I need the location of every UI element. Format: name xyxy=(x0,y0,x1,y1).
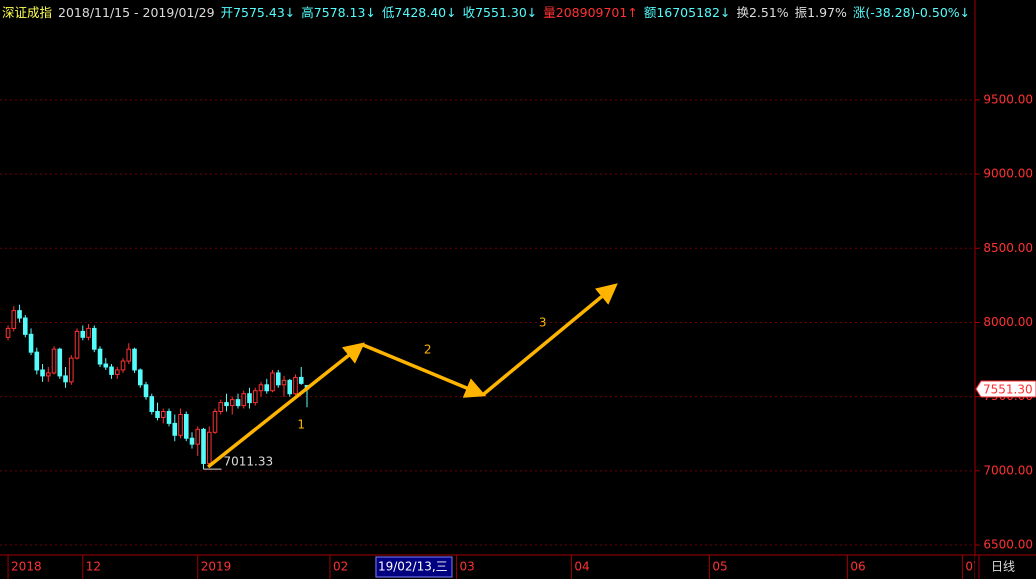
candle-body xyxy=(45,372,51,377)
period-box xyxy=(975,556,1036,579)
candle-body xyxy=(11,310,17,329)
header-item: 换2.51% xyxy=(736,5,789,20)
candle-body xyxy=(17,310,22,319)
arrow-label: 2 xyxy=(424,342,432,356)
candle-body xyxy=(298,376,304,384)
x-tick-label: 2018 xyxy=(11,560,42,574)
period-label: 日线 xyxy=(991,560,1015,574)
header-item: 量208909701↑ xyxy=(543,5,638,20)
candle-body xyxy=(5,327,11,338)
candle-body xyxy=(68,357,74,383)
candle-body xyxy=(160,411,166,418)
x-tick-label: 03 xyxy=(459,560,474,574)
candle-body xyxy=(149,396,155,413)
candle-body xyxy=(91,327,97,350)
candle-body xyxy=(229,399,235,407)
candle-body xyxy=(28,333,34,353)
candle-body xyxy=(281,379,287,386)
header-item: 涨(-38.28)-0.50%↓ xyxy=(852,5,971,20)
candle-body xyxy=(74,330,80,359)
y-tick-label: 6500.00 xyxy=(983,538,1033,552)
candle-body xyxy=(247,393,252,404)
x-tick-label: 12 xyxy=(86,560,101,574)
candle-body xyxy=(34,351,40,371)
candle-body xyxy=(264,384,270,392)
y-tick-label: 8000.00 xyxy=(983,315,1033,329)
candle-body xyxy=(40,369,45,377)
header-item: 低7428.40↓ xyxy=(381,5,457,20)
header-item: 开7575.43↓ xyxy=(220,5,296,20)
x-tick-label: 2019 xyxy=(201,560,232,574)
candle-body xyxy=(86,327,91,338)
candle-body xyxy=(155,411,160,418)
arrow-label: 3 xyxy=(539,316,547,330)
candle-body xyxy=(212,411,218,433)
candle-body xyxy=(143,384,149,398)
candle-body xyxy=(270,372,275,392)
header-item: 高7578.13↓ xyxy=(301,5,376,20)
last-price-label: 7551.30 xyxy=(983,383,1033,397)
header-item: 额16705182↓ xyxy=(643,5,731,20)
last-price-tag xyxy=(975,380,1036,398)
y-tick-label: 9000.00 xyxy=(983,167,1033,181)
candle-body xyxy=(206,431,212,464)
candle-body xyxy=(63,375,68,383)
arrow xyxy=(207,342,365,469)
x-tick-label: 04 xyxy=(574,560,589,574)
arrow xyxy=(481,283,618,397)
candle-body xyxy=(178,413,183,436)
candle-body xyxy=(241,393,247,407)
arrow xyxy=(361,342,487,398)
candle-body xyxy=(252,390,258,404)
candle-body xyxy=(120,360,126,371)
header-item: 收7551.30↓ xyxy=(462,5,538,20)
candle-body xyxy=(80,330,86,338)
candle-body xyxy=(218,402,224,413)
candle-body xyxy=(201,428,206,464)
candle-body xyxy=(189,437,195,445)
candle-body xyxy=(114,369,120,375)
header-item: 2018/11/15 - 2019/01/29 xyxy=(58,5,215,20)
candle-body xyxy=(293,376,298,395)
candle-body xyxy=(183,413,189,439)
arrow-label: 1 xyxy=(297,417,305,431)
x-tick-label: 06 xyxy=(850,560,865,574)
candle-body xyxy=(224,402,229,407)
y-tick-label: 8500.00 xyxy=(983,241,1033,255)
x-tick-label: 02 xyxy=(333,560,348,574)
x-tick-label: 05 xyxy=(712,560,727,574)
cursor-label: 19/02/13,三 xyxy=(378,560,448,574)
candle-body xyxy=(109,366,114,375)
candle-body xyxy=(235,399,241,407)
candle-body xyxy=(103,363,109,368)
header-item: 振1.97% xyxy=(794,5,847,20)
candle-body xyxy=(51,348,57,374)
y-tick-label: 9500.00 xyxy=(983,92,1033,106)
candle-body xyxy=(166,411,172,424)
candle-body xyxy=(275,372,281,386)
candle-body xyxy=(126,348,132,362)
candle-body xyxy=(97,348,103,365)
y-tick-label: 7000.00 xyxy=(983,463,1033,477)
candle-body xyxy=(258,384,264,392)
low-label: 7011.33 xyxy=(224,455,274,469)
candle-body xyxy=(22,317,28,335)
header: 深证成指 2018/11/15 - 2019/01/29 开7575.43↓ 高757… xyxy=(2,2,976,21)
candle-body xyxy=(57,348,63,377)
candle-body xyxy=(137,369,143,386)
candle-body xyxy=(172,422,178,436)
header-item: 深证成指 xyxy=(2,5,53,20)
candle-body xyxy=(287,379,293,395)
candle-body xyxy=(195,428,201,445)
cursor-box xyxy=(375,556,453,578)
candle-body xyxy=(132,348,137,371)
